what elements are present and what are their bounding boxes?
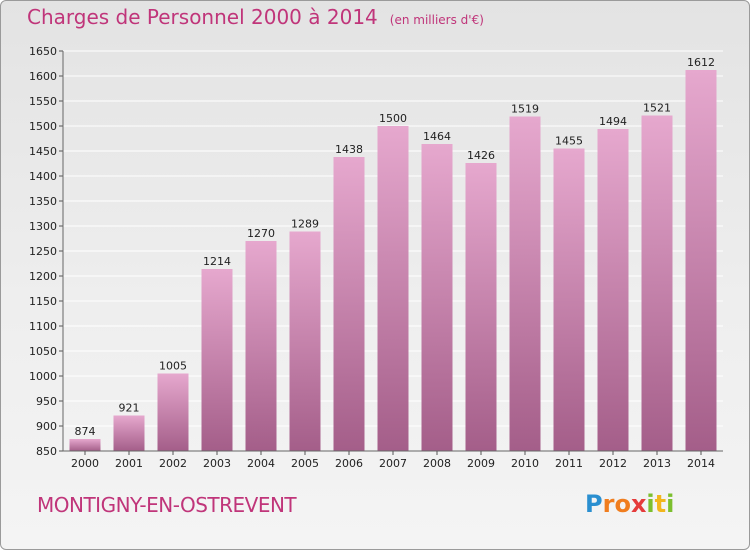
bar-2001: [113, 415, 145, 451]
logo-letter: x: [630, 490, 647, 518]
chart-title: Charges de Personnel 2000 à 2014: [27, 5, 378, 29]
y-tick-label: 1300: [29, 220, 57, 233]
data-label: 1612: [687, 56, 715, 69]
x-tick-label: 2010: [511, 457, 539, 470]
data-label: 921: [119, 402, 140, 415]
bar-2007: [377, 126, 409, 451]
x-tick-label: 2012: [599, 457, 627, 470]
x-axis-ticks: 2000 2001 2002 2003 2004 2005 2006 2007 2008 2009…: [63, 450, 723, 470]
bars: [69, 70, 717, 451]
y-tick-label: 1250: [29, 245, 57, 258]
title-row: Charges de Personnel 2000 à 2014 (en mill…: [27, 5, 484, 29]
x-tick-label: 2011: [555, 457, 583, 470]
y-tick-label: 950: [36, 395, 57, 408]
x-tick-label: 2008: [423, 457, 451, 470]
bar-2006: [333, 157, 365, 451]
logo-letter: r: [602, 490, 615, 518]
x-tick-label: 2013: [643, 457, 671, 470]
x-tick-label: 2006: [335, 457, 363, 470]
logo-letter: i: [646, 490, 655, 518]
x-tick-label: 2007: [379, 457, 407, 470]
logo-letter: i: [666, 490, 675, 518]
logo-letter: t: [654, 490, 667, 518]
bar-2012: [597, 129, 629, 451]
data-label: 1214: [203, 255, 231, 268]
y-tick-label: 1100: [29, 320, 57, 333]
logo-letter: o: [614, 490, 631, 518]
data-label: 1289: [291, 218, 319, 231]
data-label: 1464: [423, 130, 451, 143]
y-tick-label: 1200: [29, 270, 57, 283]
data-label: 1494: [599, 115, 627, 128]
data-label: 1500: [379, 112, 407, 125]
y-tick-label: 1000: [29, 370, 57, 383]
data-label: 1519: [511, 103, 539, 116]
bar-2003: [201, 269, 233, 451]
bar-2014: [685, 70, 717, 451]
y-tick-label: 1350: [29, 195, 57, 208]
data-label: 1426: [467, 149, 495, 162]
proxiti-logo: Proxiti: [585, 490, 674, 518]
x-tick-label: 2014: [687, 457, 715, 470]
bar-2008: [421, 144, 453, 451]
x-tick-label: 2002: [159, 457, 187, 470]
y-tick-label: 1650: [29, 45, 57, 58]
x-tick-label: 2001: [115, 457, 143, 470]
bar-2013: [641, 115, 673, 451]
y-tick-label: 900: [36, 420, 57, 433]
x-tick-label: 2004: [247, 457, 275, 470]
data-label: 1455: [555, 135, 583, 148]
bar-2004: [245, 241, 277, 451]
data-label: 1521: [643, 102, 671, 115]
data-labels: 874 921 1005 1214 1270 1289 1438 1500 1464 1426 15…: [75, 56, 716, 438]
y-tick-label: 1600: [29, 70, 57, 83]
bar-2002: [157, 373, 189, 451]
data-label: 874: [75, 425, 96, 438]
y-tick-label: 850: [36, 445, 57, 458]
y-axis-ticks: 850 900 950 1000 1050 1100 1150 1200 1250 1300 135…: [29, 45, 64, 458]
y-tick-label: 1500: [29, 120, 57, 133]
x-tick-label: 2003: [203, 457, 231, 470]
x-tick-label: 2009: [467, 457, 495, 470]
x-tick-label: 2005: [291, 457, 319, 470]
bar-2009: [465, 163, 497, 451]
logo-letter: P: [585, 490, 603, 518]
chart-subtitle: (en milliers d'€): [389, 13, 484, 27]
bar-2011: [553, 148, 585, 451]
bar-2010: [509, 116, 541, 451]
y-tick-label: 1150: [29, 295, 57, 308]
y-tick-label: 1400: [29, 170, 57, 183]
bar-2000: [69, 439, 101, 451]
y-tick-label: 1050: [29, 345, 57, 358]
data-label: 1270: [247, 227, 275, 240]
data-label: 1005: [159, 360, 187, 373]
x-tick-label: 2000: [71, 457, 99, 470]
bar-2005: [289, 231, 321, 451]
y-tick-label: 1550: [29, 95, 57, 108]
y-tick-label: 1450: [29, 145, 57, 158]
data-label: 1438: [335, 143, 363, 156]
commune-name: MONTIGNY-EN-OSTREVENT: [37, 493, 297, 517]
